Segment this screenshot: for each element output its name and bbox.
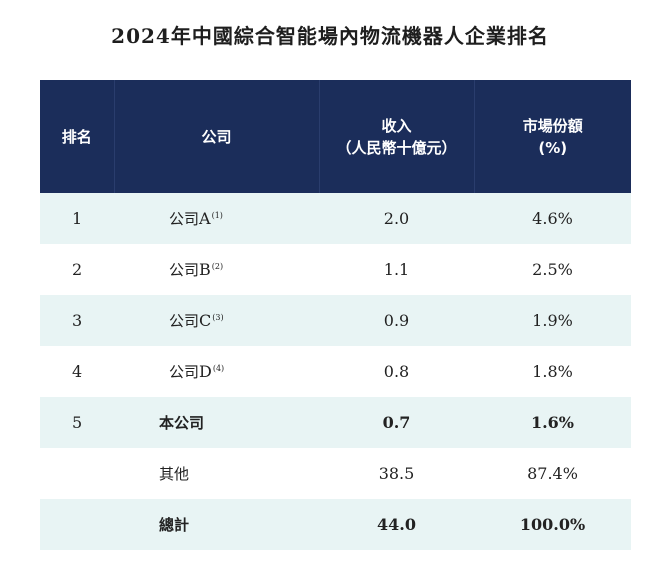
company-cell: 公司B(2) bbox=[114, 244, 319, 295]
header-revenue-line1: 收入 bbox=[381, 116, 412, 135]
table-header: 排名 公司 收入 （人民幣十億元） 市場份額 (%) bbox=[40, 80, 631, 193]
header-company: 公司 bbox=[114, 80, 320, 193]
header-share: 市場份額 (%) bbox=[474, 80, 631, 193]
footnote-marker: (3) bbox=[212, 312, 224, 322]
company-prefix: 公司 bbox=[169, 261, 200, 279]
footnote-marker: (4) bbox=[212, 363, 225, 373]
revenue-cell: 0.7 bbox=[319, 397, 474, 448]
table-row: 2 公司B(2) 1.1 2.5% bbox=[40, 244, 631, 295]
company-name: 其他 bbox=[159, 465, 190, 483]
revenue-cell: 0.9 bbox=[319, 295, 474, 346]
company-prefix: 公司 bbox=[169, 363, 200, 381]
footnote-marker: (2) bbox=[211, 261, 224, 271]
rank-cell bbox=[40, 448, 114, 499]
header-share-line1: 市場份額 bbox=[522, 116, 583, 135]
share-cell: 1.8% bbox=[474, 346, 631, 397]
header-rank: 排名 bbox=[40, 80, 115, 193]
rank-cell: 3 bbox=[40, 295, 114, 346]
rank-cell: 4 bbox=[40, 346, 114, 397]
rank-cell: 1 bbox=[40, 193, 114, 244]
table-row-own-company: 5 本公司 0.7 1.6% bbox=[40, 397, 631, 448]
revenue-cell: 0.8 bbox=[319, 346, 474, 397]
header-share-line2: (%) bbox=[538, 138, 568, 157]
rank-cell bbox=[40, 499, 114, 550]
ranking-table: 排名 公司 收入 （人民幣十億元） 市場份額 (%) 1 公司A(1) 2.0 … bbox=[40, 80, 631, 550]
page-title: 2024年中國綜合智能場內物流機器人企業排名 bbox=[111, 24, 549, 48]
company-cell: 公司A(1) bbox=[114, 193, 319, 244]
table-row-others: 其他 38.5 87.4% bbox=[40, 448, 631, 499]
table-row: 1 公司A(1) 2.0 4.6% bbox=[40, 193, 631, 244]
table-row: 4 公司D(4) 0.8 1.8% bbox=[40, 346, 631, 397]
share-cell: 100.0% bbox=[474, 499, 631, 550]
company-letter: A bbox=[199, 209, 211, 228]
company-prefix: 公司 bbox=[169, 312, 200, 330]
revenue-cell: 44.0 bbox=[319, 499, 474, 550]
revenue-cell: 1.1 bbox=[319, 244, 474, 295]
revenue-cell: 38.5 bbox=[319, 448, 474, 499]
share-cell: 1.9% bbox=[474, 295, 631, 346]
rank-cell: 2 bbox=[40, 244, 114, 295]
header-revenue-line2: （人民幣十億元） bbox=[336, 138, 457, 157]
revenue-cell: 2.0 bbox=[319, 193, 474, 244]
company-cell: 本公司 bbox=[114, 397, 319, 448]
footnote-marker: (1) bbox=[211, 210, 223, 220]
company-cell: 其他 bbox=[114, 448, 319, 499]
company-letter: B bbox=[199, 260, 211, 279]
company-cell: 總計 bbox=[114, 499, 319, 550]
company-letter: D bbox=[199, 362, 212, 381]
company-prefix: 公司 bbox=[169, 210, 200, 228]
share-cell: 1.6% bbox=[474, 397, 631, 448]
header-revenue: 收入 （人民幣十億元） bbox=[319, 80, 475, 193]
rank-cell: 5 bbox=[40, 397, 114, 448]
table-row-total: 總計 44.0 100.0% bbox=[40, 499, 631, 550]
share-cell: 2.5% bbox=[474, 244, 631, 295]
share-cell: 87.4% bbox=[474, 448, 631, 499]
company-letter: C bbox=[199, 311, 212, 330]
share-cell: 4.6% bbox=[474, 193, 631, 244]
company-cell: 公司C(3) bbox=[114, 295, 319, 346]
company-cell: 公司D(4) bbox=[114, 346, 319, 397]
table-row: 3 公司C(3) 0.9 1.9% bbox=[40, 295, 631, 346]
